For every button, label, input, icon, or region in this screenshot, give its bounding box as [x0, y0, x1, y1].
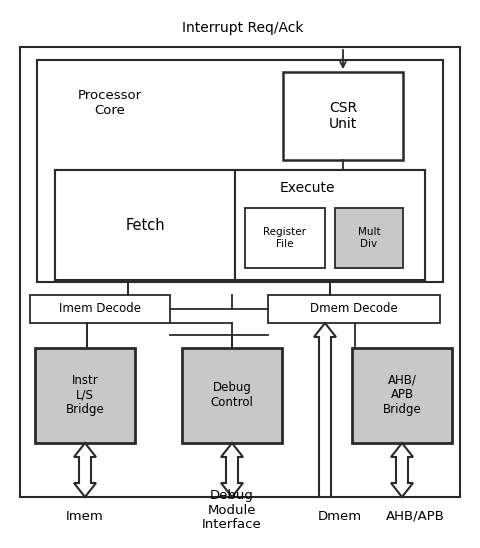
- Text: Imem: Imem: [66, 510, 104, 522]
- Polygon shape: [391, 443, 413, 497]
- Bar: [20, 47, 460, 497]
- Bar: [283, 72, 403, 160]
- Text: AHB/
APB
Bridge: AHB/ APB Bridge: [383, 374, 421, 416]
- Text: Instr
L/S
Bridge: Instr L/S Bridge: [66, 374, 104, 416]
- Text: Interrupt Req/Ack: Interrupt Req/Ack: [182, 21, 304, 35]
- Bar: [268, 295, 440, 323]
- Text: CSR
Unit: CSR Unit: [329, 101, 357, 131]
- Bar: [235, 170, 425, 280]
- Bar: [35, 348, 135, 443]
- Text: Debug
Module
Interface: Debug Module Interface: [202, 488, 262, 532]
- Polygon shape: [221, 443, 243, 497]
- Bar: [182, 348, 282, 443]
- Text: Register
File: Register File: [264, 227, 307, 249]
- Polygon shape: [314, 323, 336, 497]
- Bar: [335, 208, 403, 268]
- Text: AHB/APB: AHB/APB: [385, 510, 444, 522]
- Bar: [55, 170, 235, 280]
- Text: Debug
Control: Debug Control: [211, 381, 253, 409]
- Text: Dmem: Dmem: [318, 510, 362, 522]
- Text: Fetch: Fetch: [125, 218, 165, 232]
- Polygon shape: [74, 443, 96, 497]
- Text: Execute: Execute: [280, 181, 336, 195]
- Bar: [352, 348, 452, 443]
- Text: Mult
Div: Mult Div: [358, 227, 380, 249]
- Bar: [37, 60, 443, 282]
- Text: Dmem Decode: Dmem Decode: [310, 302, 398, 316]
- Bar: [245, 208, 325, 268]
- Bar: [55, 170, 425, 280]
- Text: Processor
Core: Processor Core: [78, 89, 142, 117]
- Bar: [30, 295, 170, 323]
- Text: Imem Decode: Imem Decode: [59, 302, 141, 316]
